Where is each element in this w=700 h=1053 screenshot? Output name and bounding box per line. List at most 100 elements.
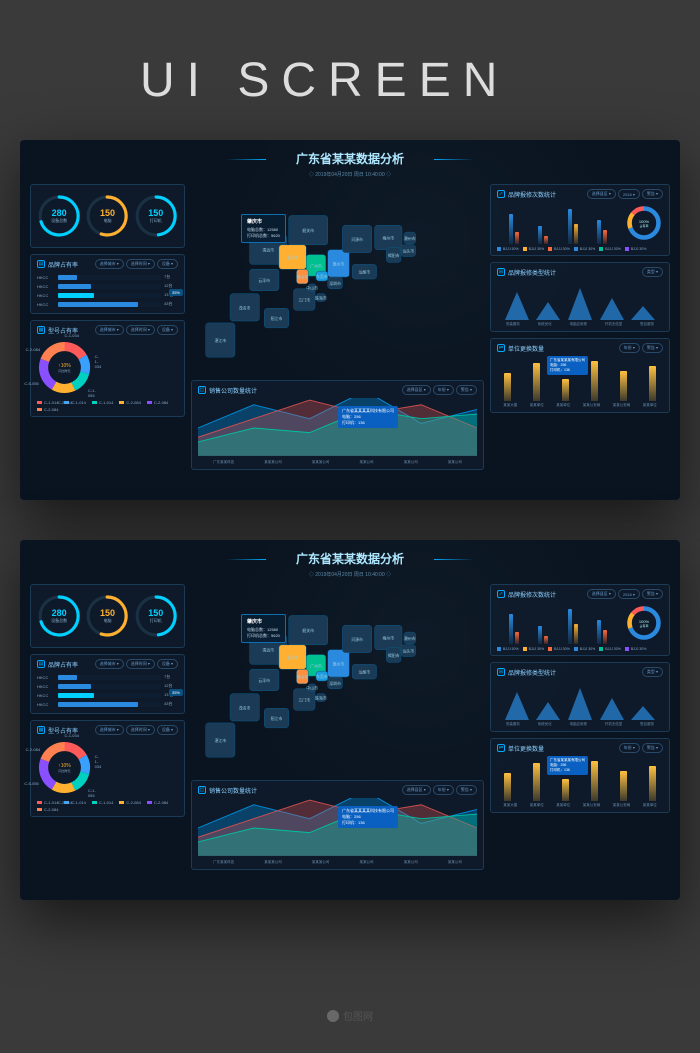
chart-icon: ◫ [198,386,206,394]
svg-text:中山市: 中山市 [306,286,318,291]
triangle-bar [505,292,529,320]
triangle-bar [536,302,560,320]
filter-button[interactable]: 选择县区 ▾ [587,189,616,199]
filter-button[interactable]: 选择县区 ▾ [402,385,431,395]
filter-button[interactable]: 警告 ▾ [642,589,663,599]
category-icon: ⊞ [497,268,505,276]
swap-icon: ⇄ [497,744,505,752]
map[interactable]: 韶关市清远市肇庆市广州市惠州市河源市梅州市汕尾市深圳市东莞市佛山市江门市云浮市茂… [191,584,484,774]
area-chart: 广东省某某某某科技有限公司电脑：256打印机：136 [198,798,477,858]
filter-button[interactable]: 警告 ▾ [456,385,477,395]
axis-label: 某某某公司 [312,860,330,865]
filter-button[interactable]: 选择时间 ▾ [126,659,155,669]
filter-button[interactable]: 选择县区 ▾ [587,589,616,599]
svg-text:云浮市: 云浮市 [258,278,270,283]
axis-label: 某某公安局 [613,403,631,408]
axis-label: 售后服务 [640,722,654,727]
filter-button[interactable]: 年份 ▾ [433,385,454,395]
brand-repair-panel: ⬀品牌报修次数统计 选择县区 ▾2018 ▾警告 ▾ 100%占有率 BJJJ … [490,584,670,656]
filter-button[interactable]: 选择城市 ▾ [95,259,124,269]
svg-text:韶关市: 韶关市 [302,628,314,633]
page-title: 广东省某某数据分析 [266,148,434,169]
axis-label: 广东某某科技 [213,860,234,865]
filter-button[interactable]: 选择时间 ▾ [126,259,155,269]
filter-button[interactable]: 选择城市 ▾ [95,659,124,669]
axis-label: 开机无信显 [605,722,623,727]
svg-text:韶关市: 韶关市 [302,228,314,233]
bar-row: HKCC35%13 台 [37,292,178,298]
axis-label: 某某公安局 [613,803,631,808]
timestamp: ◇ 2019年04月20日 周日 10:40:00 ◇ [30,571,670,578]
svg-text:深圳市: 深圳市 [329,281,341,286]
chart-tooltip: 广东省某某某某科技有限公司电脑：256打印机：136 [338,406,398,428]
unit-change-panel: ⇄单位更换数量 年份 ▾警告 ▾ 广东省某某某有限公司电脑：256打印机：136… [490,338,670,413]
map-tooltip: 肇庆市 电脑总数：12580 打印机总数：5620 [241,214,286,243]
filter-button[interactable]: 警告 ▾ [642,189,663,199]
svg-text:河源市: 河源市 [351,637,363,642]
bar-group [509,214,519,244]
axis-label: 系统优化 [538,722,552,727]
legend-item: BJJJ 30% [523,247,545,251]
bar-tooltip: 广东省某某某有限公司电脑：256打印机：136 [547,756,588,775]
bar-tooltip: 广东省某某某有限公司电脑：256打印机：136 [547,356,588,375]
map-tooltip: 肇庆市 电脑总数：12580 打印机总数：5620 [241,614,286,643]
filter-button[interactable]: 选择时间 ▾ [126,325,155,335]
svg-text:佛山市: 佛山市 [297,675,309,680]
axis-label: 开机无信显 [605,322,623,327]
filter-button[interactable]: 类型 ▾ [642,667,663,677]
triangle-bar [568,288,592,320]
panel-title: ⇄单位更换数量 [497,744,544,753]
unit-change-panel: ⇄单位更换数量 年份 ▾警告 ▾ 广东省某某某有限公司电脑：256打印机：136… [490,738,670,813]
filter-button[interactable]: 类型 ▾ [642,267,663,277]
axis-label: 某某某公司 [264,460,282,465]
gauge: 280设备总数 [37,593,81,639]
triangle-bar [536,702,560,720]
bar-row: HKCC12台 [37,683,178,689]
filter-button[interactable]: 选择县区 ▾ [402,785,431,795]
map[interactable]: 韶关市清远市肇庆市广州市惠州市河源市梅州市汕尾市深圳市东莞市佛山市江门市云浮市茂… [191,184,484,374]
filter-button[interactable]: 年份 ▾ [433,785,454,795]
filter-button[interactable]: 年份 ▾ [619,743,640,753]
filter-button[interactable]: 选择城市 ▾ [95,725,124,735]
bar-row: HKCC43台 [37,301,178,307]
bar-row: HKCC7台 [37,274,178,280]
category-icon: ⊞ [497,668,505,676]
filter-button[interactable]: 设备 ▾ [157,325,178,335]
axis-label: 某某大楼 [503,803,517,808]
svg-text:东莞市: 东莞市 [316,274,328,279]
triangle-bar [631,706,655,720]
filter-button[interactable]: 警告 ▾ [642,743,663,753]
legend-item: BJJJ 30% [574,247,596,251]
svg-text:汕尾市: 汕尾市 [359,670,371,675]
bar-group [597,620,607,644]
bar [591,361,598,401]
filter-button[interactable]: 选择时间 ▾ [126,725,155,735]
axis-label: 某某公司 [448,460,462,465]
triangle-bar [568,688,592,720]
svg-text:肇庆市: 肇庆市 [287,655,299,660]
filter-button[interactable]: 设备 ▾ [157,725,178,735]
filter-button[interactable]: 警告 ▾ [456,785,477,795]
filter-button[interactable]: 选择城市 ▾ [95,325,124,335]
panel-title: ◫销售公司数量统计 [198,786,257,795]
svg-text:江门市: 江门市 [298,697,310,702]
svg-text:梅州市: 梅州市 [382,235,394,240]
filter-button[interactable]: 设备 ▾ [157,659,178,669]
filter-button[interactable]: 2018 ▾ [618,189,640,199]
filter-button[interactable]: 设备 ▾ [157,259,178,269]
watermark: 包图网 [327,1008,373,1023]
swap-icon: ⇄ [497,344,505,352]
axis-label: 某某公安局 [583,803,601,808]
svg-text:潮州市: 潮州市 [404,636,416,641]
triangle-bar [631,306,655,320]
panel-title: ▤品牌占有率 [37,260,78,269]
axis-label: 某某单位 [530,803,544,808]
svg-text:潮州市: 潮州市 [404,236,416,241]
brand-share-panel: ▤品牌占有率 选择城市 ▾选择时间 ▾设备 ▾ HKCC7台HKCC12台HKC… [30,254,185,314]
legend-item: C-2-084 [147,800,168,805]
filter-button[interactable]: 2018 ▾ [618,589,640,599]
svg-text:汕头市: 汕头市 [402,649,414,654]
bar-group [538,226,548,244]
filter-button[interactable]: 年份 ▾ [619,343,640,353]
filter-button[interactable]: 警告 ▾ [642,343,663,353]
